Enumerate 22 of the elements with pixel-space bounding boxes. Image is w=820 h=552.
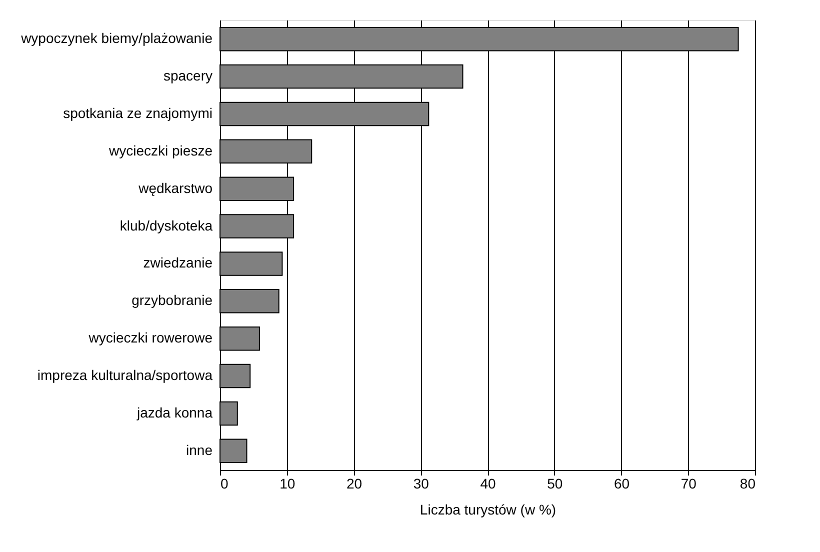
x-tick-label: 70 [680,476,697,492]
x-tick-label: 10 [280,476,296,492]
y-tick-label: zwiedzanie [143,254,213,271]
x-tick-label: 0 [220,476,228,492]
y-tick-label: inne [186,442,213,458]
y-tick-label: wypoczynek biemy/plażowanie [20,30,213,46]
x-tick-label: 20 [346,476,362,492]
x-tick-label: 80 [740,476,756,492]
x-tick-label: 60 [614,476,630,492]
y-tick-label: klub/dyskoteka [120,217,213,234]
x-tick-label: 30 [413,476,430,492]
y-tick-label: jazda konna [136,404,213,420]
y-tick-label: spotkania ze znajomymi [63,104,212,121]
y-tick-label: wycieczki piesze [108,142,213,158]
y-tick-label: wędkarstwo [138,180,213,196]
y-tick-label: grzybobranie [132,292,213,308]
x-tick-label: 40 [480,476,496,492]
x-axis-title: Liczba turystów (w %) [420,502,556,518]
x-tick-label: 50 [547,476,563,492]
y-tick-label: impreza kulturalna/sportowa [37,367,213,384]
y-tick-label: wycieczki rowerowe [88,330,213,346]
y-tick-label: spacery [163,68,212,84]
